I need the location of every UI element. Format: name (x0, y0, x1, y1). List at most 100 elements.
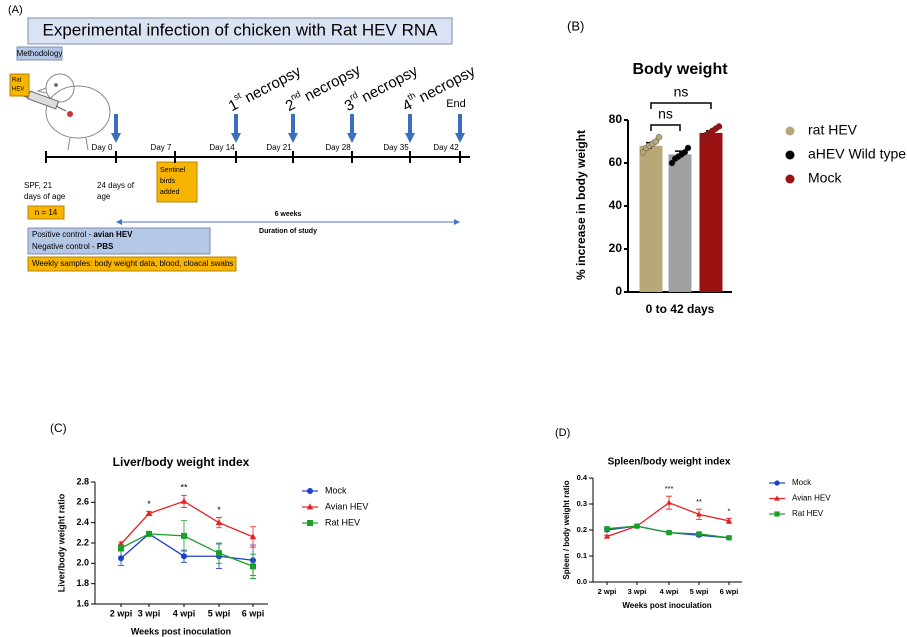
chick-illustration (38, 74, 110, 150)
arrow-shaft (408, 114, 412, 134)
legend-label: aHEV Wild type (808, 146, 906, 162)
y-tick-label: 0.0 (577, 577, 587, 586)
chart-title: Liver/body weight index (113, 455, 250, 469)
day-label: Day 7 (151, 143, 172, 152)
y-tick-label: 20 (609, 241, 623, 255)
sample-size: n = 14 (35, 208, 58, 217)
duration-label: Duration of study (259, 228, 317, 235)
day-label: Day 35 (383, 143, 409, 152)
legend-label: Mock (808, 170, 842, 186)
y-tick-label: 2.2 (76, 537, 89, 547)
legend-marker (786, 175, 795, 184)
y-tick-label: 0.2 (577, 525, 587, 534)
arrow-head (231, 133, 241, 143)
methodology: Methodology (17, 49, 63, 58)
legend-marker (307, 520, 313, 526)
y-axis-label: Liver/body weight ratio (56, 493, 66, 592)
inoculation-note: age (97, 192, 111, 201)
arrow-head (111, 133, 121, 143)
y-tick-label: 40 (609, 198, 623, 212)
legend-marker (786, 127, 795, 136)
arrow-head (347, 133, 357, 143)
significance-label: ** (180, 483, 188, 493)
arrow-shaft (114, 114, 118, 134)
panel-label: (B) (567, 18, 584, 33)
significance-label: ns (658, 106, 673, 122)
sentinel: Sentinel (160, 167, 186, 174)
data-point (716, 123, 722, 129)
y-tick-label: 1.6 (76, 598, 89, 608)
legend-label: Avian HEV (792, 494, 831, 503)
day-label: Day 42 (433, 143, 459, 152)
legend-marker (786, 151, 795, 160)
y-tick-label: 2.0 (76, 558, 89, 568)
control-text: Negative control - (32, 242, 97, 251)
x-tick-label: 0 to 42 days (646, 302, 715, 316)
x-tick-label: 3 wpi (138, 608, 161, 618)
y-tick-label: 80 (609, 112, 623, 126)
control-agent: PBS (97, 242, 114, 251)
y-tick-label: 2.8 (76, 476, 89, 486)
bar (669, 154, 692, 292)
day-label: Day 14 (209, 143, 235, 152)
x-tick-label: 3 wpi (628, 587, 647, 596)
control-text: Positive control - (32, 230, 93, 239)
legend-label: Mock (792, 478, 812, 487)
legend-label: Rat HEV (792, 509, 824, 518)
start-note: SPF, 21 (24, 181, 53, 190)
data-point (146, 531, 152, 537)
y-tick-label: 0.4 (577, 473, 588, 482)
arrow-shaft (458, 114, 462, 134)
legend-marker (774, 511, 779, 516)
data-point (181, 498, 188, 504)
x-tick-label: 5 wpi (208, 608, 231, 618)
significance-bracket (651, 125, 680, 131)
legend-label: Avian HEV (325, 501, 368, 511)
significance-label: * (217, 505, 221, 515)
y-axis-label: % increase in body weight (574, 130, 588, 280)
y-tick-label: 2.4 (76, 517, 89, 527)
arrow-head (405, 133, 415, 143)
legend-label: Mock (325, 485, 347, 495)
control-agent: avian HEV (93, 230, 133, 239)
panel-label: (D) (555, 427, 570, 439)
sentinel: added (160, 189, 180, 196)
legend-label: Rat HEV (325, 517, 360, 527)
panel-label: (C) (50, 421, 67, 435)
data-point (685, 145, 691, 151)
legend-label: rat HEV (808, 122, 858, 138)
end-label: End (446, 98, 466, 110)
chart-title: Spleen/body weight index (608, 457, 731, 468)
y-tick-label: 60 (609, 155, 623, 169)
data-point (656, 134, 662, 140)
data-point (666, 530, 671, 535)
y-tick-label: 0.1 (577, 551, 587, 560)
data-point (118, 555, 124, 561)
diagram-title: Experimental infection of chicken with R… (43, 20, 439, 39)
x-tick-label: 2 wpi (110, 608, 133, 618)
x-tick-label: 6 wpi (242, 608, 265, 618)
sentinel: birds (160, 178, 176, 185)
y-tick-label: 0 (615, 284, 622, 298)
arrow-shaft (350, 114, 354, 134)
duration: 6 weeks (275, 211, 302, 218)
data-point (696, 531, 701, 536)
arrow-shaft (291, 114, 295, 134)
x-tick-label: 4 wpi (173, 608, 196, 618)
x-tick-label: 6 wpi (720, 587, 739, 596)
data-point (666, 500, 672, 505)
data-point (726, 535, 731, 540)
data-point (118, 545, 124, 551)
samples: Weekly samples: body weight data, blood,… (32, 259, 233, 268)
control: Negative control - PBS (32, 242, 114, 251)
legend-marker (307, 488, 313, 494)
data-point (634, 524, 639, 529)
chart-title: Body weight (632, 61, 728, 78)
significance-label: * (728, 506, 731, 515)
panel-label: (A) (8, 4, 23, 16)
day-label: Day 21 (266, 143, 292, 152)
y-axis-label: Spleen / body weight ratio (562, 480, 571, 579)
bar (640, 146, 663, 292)
control: Positive control - avian HEV (32, 230, 133, 239)
x-axis-label: Weeks post inoculation (622, 601, 711, 610)
